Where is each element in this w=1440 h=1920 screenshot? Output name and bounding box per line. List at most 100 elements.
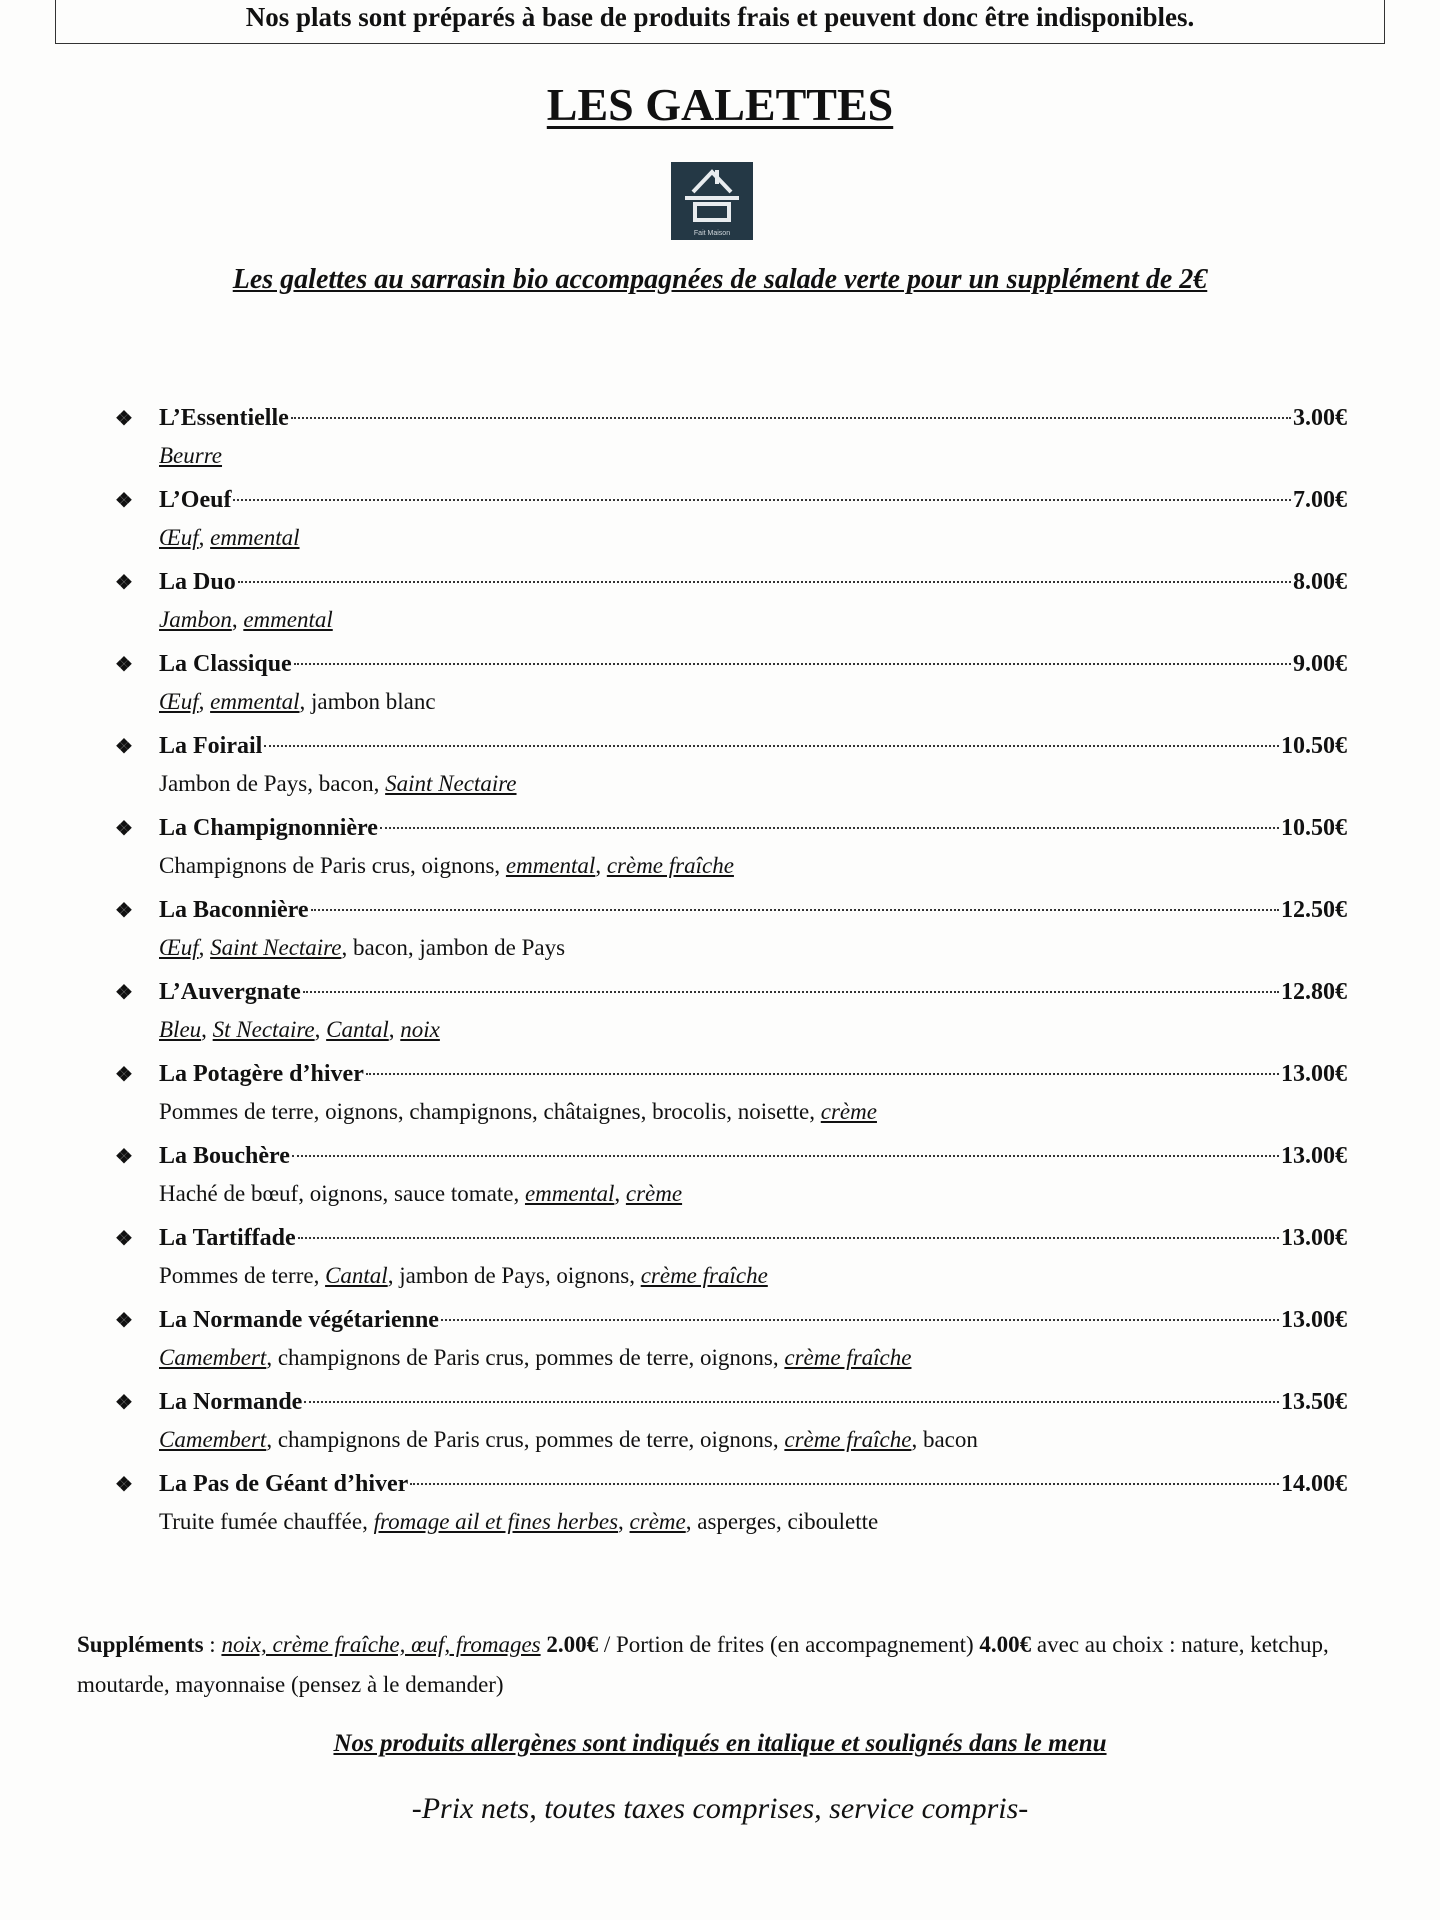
ingredient-text: , asperges, ciboulette: [685, 1509, 879, 1534]
item-price: 13.00€: [1281, 1143, 1347, 1169]
dot-leader: [379, 827, 1279, 829]
allergen-ingredient: emmental: [505, 853, 596, 878]
menu-item: ❖ La Baconnière 12.50€ Œuf, Saint Nectai…: [115, 890, 1347, 972]
ingredient-text: , bacon, jambon de Pays: [341, 935, 566, 960]
item-row: ❖ La Potagère d’hiver 13.00€: [115, 1054, 1347, 1094]
item-price: 13.00€: [1281, 1061, 1347, 1087]
item-row: ❖ La Foirail 10.50€: [115, 726, 1347, 766]
allergen-ingredient: Camembert: [159, 1427, 267, 1452]
section-title: LES GALETTES: [546, 79, 894, 130]
allergen-ingredient: Beurre: [159, 443, 223, 468]
allergen-ingredient: crème: [625, 1181, 683, 1206]
item-description: Pommes de terre, oignons, champignons, c…: [115, 1094, 1347, 1130]
ingredient-text: Pommes de terre, oignons, champignons, c…: [159, 1099, 821, 1124]
salad-subtitle: Les galettes au sarrasin bio accompagnée…: [232, 264, 1208, 295]
ingredient-text: ,: [231, 607, 244, 632]
diamond-bullet-icon: ❖: [115, 982, 133, 1004]
menu-item: ❖ La Bouchère 13.00€ Haché de bœuf, oign…: [115, 1136, 1347, 1218]
menu-item: ❖ La Foirail 10.50€ Jambon de Pays, baco…: [115, 726, 1347, 808]
menu-item: ❖ La Duo 8.00€ Jambon, emmental: [115, 562, 1347, 644]
allergen-ingredient: Saint Nectaire: [210, 935, 342, 960]
dot-leader: [237, 581, 1291, 583]
item-row: ❖ L’Essentielle 3.00€: [115, 398, 1347, 438]
fait-maison-logo: Fait Maison: [671, 162, 753, 240]
item-price: 10.50€: [1281, 815, 1347, 841]
ingredient-text: ,: [198, 935, 211, 960]
allergen-ingredient: emmental: [243, 607, 333, 632]
allergen-ingredient: Camembert: [159, 1345, 267, 1370]
ingredient-text: ,: [201, 1017, 213, 1042]
diamond-bullet-icon: ❖: [115, 900, 133, 922]
item-row: ❖ La Champignonnière 10.50€: [115, 808, 1347, 848]
allergen-ingredient: crème: [820, 1099, 877, 1124]
allergen-ingredient: emmental: [210, 525, 300, 550]
supplement-price: 2.00€: [540, 1632, 599, 1657]
section-title-wrap: LES GALETTES: [0, 78, 1440, 131]
ingredient-text: , champignons de Paris crus, pommes de t…: [266, 1345, 785, 1370]
freshness-notice: Nos plats sont préparés à base de produi…: [55, 0, 1385, 44]
menu-item: ❖ La Potagère d’hiver 13.00€ Pommes de t…: [115, 1054, 1347, 1136]
item-price: 12.50€: [1281, 897, 1347, 923]
ingredient-text: ,: [595, 853, 607, 878]
item-description: Œuf, Saint Nectaire, bacon, jambon de Pa…: [115, 930, 1347, 966]
ingredient-text: , bacon: [911, 1427, 978, 1452]
item-name: La Foirail: [159, 733, 263, 759]
item-row: ❖ La Duo 8.00€: [115, 562, 1347, 602]
allergen-ingredient: crème fraîche: [784, 1345, 912, 1370]
item-price: 8.00€: [1293, 569, 1347, 595]
ingredient-text: Pommes de terre,: [159, 1263, 326, 1288]
allergen-ingredient: emmental: [524, 1181, 615, 1206]
allergen-ingredient: Cantal: [326, 1017, 389, 1042]
item-name: La Bouchère: [159, 1143, 290, 1169]
galettes-list: ❖ L’Essentielle 3.00€ Beurre ❖ L’Oeuf 7.…: [115, 398, 1347, 1546]
diamond-bullet-icon: ❖: [115, 1392, 133, 1414]
menu-item: ❖ La Normande 13.50€ Camembert, champign…: [115, 1382, 1347, 1464]
ingredient-text: Champignons de Paris crus, oignons,: [159, 853, 506, 878]
diamond-bullet-icon: ❖: [115, 818, 133, 840]
allergen-ingredient: Œuf: [159, 689, 199, 714]
item-price: 7.00€: [1293, 487, 1347, 513]
allergen-ingredient: Cantal: [325, 1263, 388, 1288]
item-row: ❖ La Normande végétarienne 13.00€: [115, 1300, 1347, 1340]
menu-item: ❖ La Pas de Géant d’hiver 14.00€ Truite …: [115, 1464, 1347, 1546]
allergen-ingredient: Saint Nectaire: [385, 771, 517, 796]
diamond-bullet-icon: ❖: [115, 490, 133, 512]
item-row: ❖ La Classique 9.00€: [115, 644, 1347, 684]
ingredient-text: ,: [614, 1181, 626, 1206]
allergen-ingredient: noix: [400, 1017, 440, 1042]
allergen-ingredient: Bleu: [159, 1017, 202, 1042]
item-description: Bleu, St Nectaire, Cantal, noix: [115, 1012, 1347, 1048]
prices-note: -Prix nets, toutes taxes comprises, serv…: [411, 1792, 1029, 1825]
allergen-ingredient: Jambon: [159, 607, 232, 632]
allergen-ingredient: fromage ail et fines herbes: [373, 1509, 619, 1534]
item-price: 13.50€: [1281, 1389, 1347, 1415]
menu-item: ❖ La Champignonnière 10.50€ Champignons …: [115, 808, 1347, 890]
item-row: ❖ La Bouchère 13.00€: [115, 1136, 1347, 1176]
item-row: ❖ L’Auvergnate 12.80€: [115, 972, 1347, 1012]
item-name: La Pas de Géant d’hiver: [159, 1471, 409, 1497]
dot-leader: [290, 417, 1291, 419]
supplements-label: Suppléments: [77, 1632, 204, 1657]
item-price: 13.00€: [1281, 1225, 1347, 1251]
item-row: ❖ La Baconnière 12.50€: [115, 890, 1347, 930]
diamond-bullet-icon: ❖: [115, 736, 133, 758]
menu-item: ❖ L’Auvergnate 12.80€ Bleu, St Nectaire,…: [115, 972, 1347, 1054]
dot-leader: [233, 499, 1291, 501]
dot-leader: [410, 1483, 1279, 1485]
ingredient-text: ,: [618, 1509, 630, 1534]
item-name: La Normande végétarienne: [159, 1307, 439, 1333]
logo-text: Fait Maison: [693, 230, 731, 237]
item-name: La Duo: [159, 569, 236, 595]
menu-item: ❖ La Classique 9.00€ Œuf, emmental, jamb…: [115, 644, 1347, 726]
item-description: Camembert, champignons de Paris crus, po…: [115, 1422, 1347, 1458]
item-name: La Baconnière: [159, 897, 309, 923]
item-description: Beurre: [115, 438, 1347, 474]
diamond-bullet-icon: ❖: [115, 1310, 133, 1332]
item-description: Pommes de terre, Cantal, jambon de Pays,…: [115, 1258, 1347, 1294]
diamond-bullet-icon: ❖: [115, 1228, 133, 1250]
item-name: La Classique: [159, 651, 292, 677]
item-description: Truite fumée chauffée, fromage ail et fi…: [115, 1504, 1347, 1540]
supplements-allergens: noix, crème fraîche, œuf, fromages: [221, 1632, 541, 1657]
sauces-text: avec au choix : nature, ketchup, moutard…: [77, 1632, 1329, 1697]
item-description: Œuf, emmental: [115, 520, 1347, 556]
